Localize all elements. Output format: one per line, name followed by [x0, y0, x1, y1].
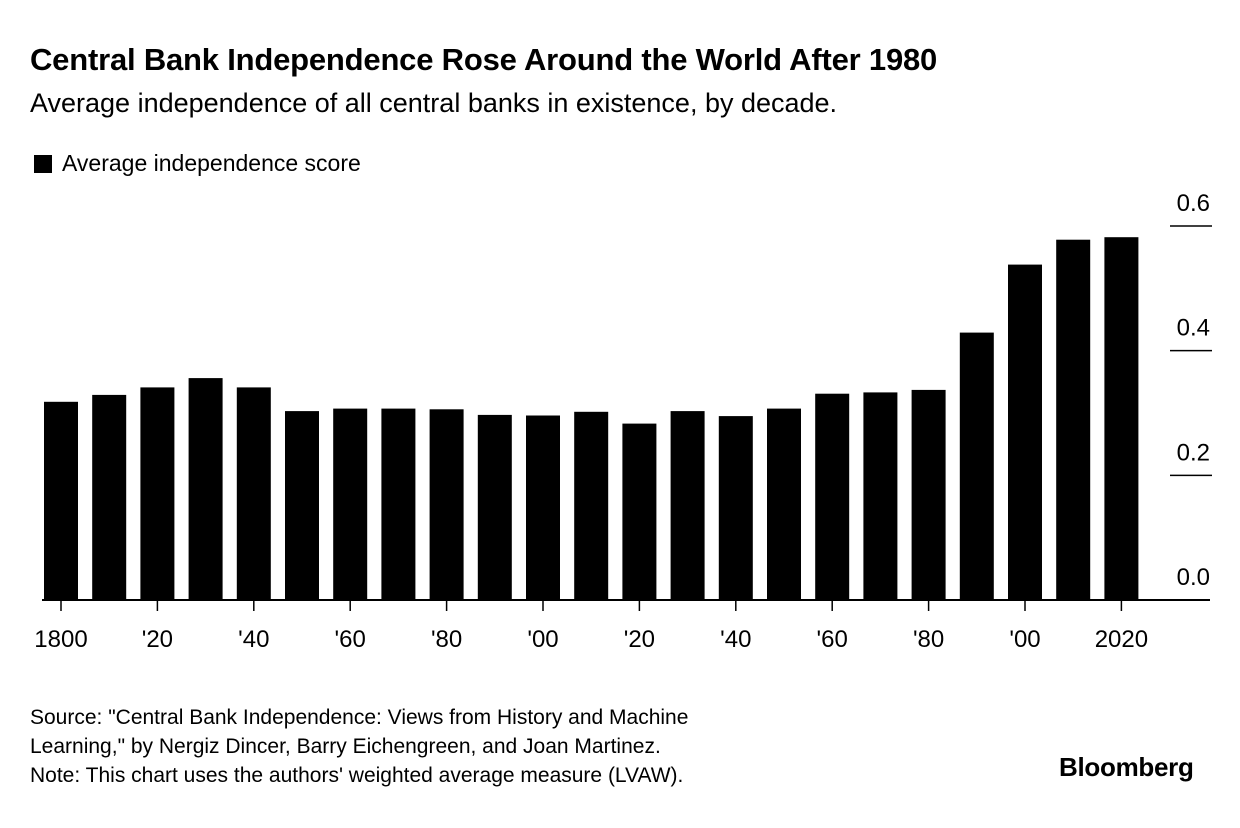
bar-1890 — [477, 414, 512, 600]
x-tick-label: 1800 — [34, 626, 87, 653]
x-tick-label: '80 — [913, 626, 944, 653]
x-tick-label: '00 — [527, 626, 558, 653]
legend: Average independence score — [34, 150, 361, 177]
bar-chart: 0.0 0.2 0.4 0.6 1800 '20 '40 '60 '80 '00 '20 '40 '60… — [34, 190, 1212, 653]
y-tick-label: 0.2 — [1177, 439, 1210, 466]
x-tick-label: '60 — [335, 626, 366, 653]
bar-2020 — [1104, 237, 1139, 600]
legend-label: Average independence score — [62, 150, 361, 176]
bar-1800 — [44, 401, 78, 600]
bar-1910 — [574, 411, 609, 600]
footer: Source: "Central Bank Independence: View… — [30, 703, 688, 790]
x-tick-label: '20 — [142, 626, 173, 653]
x-tick-label: '40 — [720, 626, 751, 653]
x-tick-label: '20 — [624, 626, 655, 653]
bar-1880 — [429, 409, 464, 600]
bar-1960 — [815, 393, 850, 600]
chart-title: Central Bank Independence Rose Around th… — [30, 42, 938, 77]
legend-swatch — [34, 154, 52, 173]
bar-1920 — [622, 423, 657, 600]
x-tick-label: '60 — [817, 626, 848, 653]
bar-1930 — [670, 411, 705, 600]
y-tick-label: 0.0 — [1177, 564, 1210, 591]
bar-2010 — [1056, 239, 1091, 600]
source-line-1: Source: "Central Bank Independence: View… — [30, 706, 689, 729]
bar-1850 — [285, 411, 319, 600]
note-line: Note: This chart uses the authors' weigh… — [30, 764, 684, 787]
bar-1940 — [718, 416, 753, 600]
bar-1980 — [911, 389, 946, 600]
bar-1860 — [333, 408, 368, 600]
bar-1820 — [140, 387, 175, 600]
bar-1870 — [381, 408, 416, 600]
bar-1990 — [959, 332, 994, 600]
bar-1810 — [92, 394, 127, 600]
y-tick-label: 0.4 — [1177, 315, 1210, 342]
x-tick-label: '40 — [238, 626, 269, 653]
y-tick-label: 0.6 — [1177, 190, 1210, 217]
bar-1950 — [767, 408, 801, 600]
bloomberg-logo: Bloomberg — [1059, 752, 1194, 782]
x-tick-label: '00 — [1009, 626, 1040, 653]
bar-1840 — [236, 387, 271, 600]
bar-2000 — [1008, 264, 1042, 600]
bar-1830 — [188, 378, 223, 600]
x-tick-label: '80 — [431, 626, 462, 653]
x-tick-label: 2020 — [1095, 626, 1148, 653]
bar-1970 — [863, 392, 898, 600]
bar-1900 — [526, 415, 560, 600]
source-line-2: Learning," by Nergiz Dincer, Barry Eiche… — [30, 735, 661, 758]
chart-subtitle: Average independence of all central bank… — [30, 88, 838, 118]
